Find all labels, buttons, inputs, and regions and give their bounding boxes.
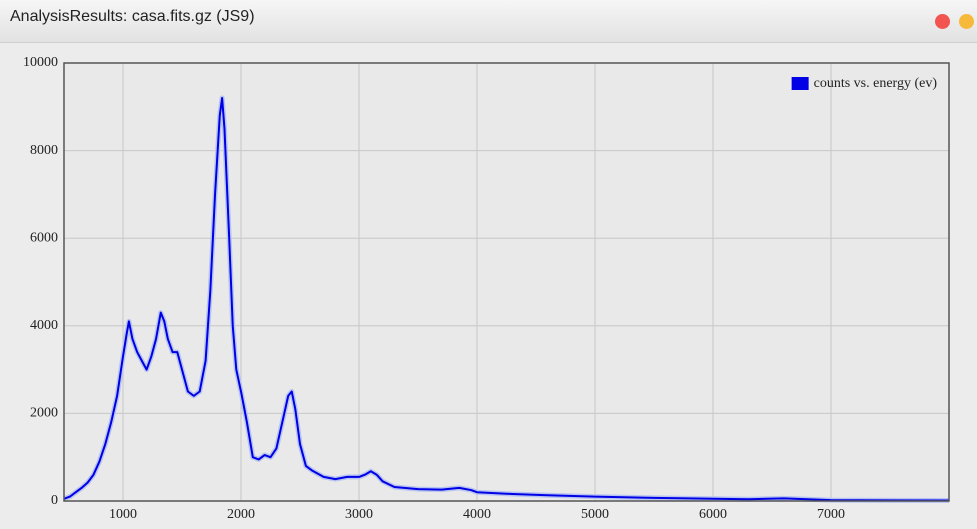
title-bar: AnalysisResults: casa.fits.gz (JS9) xyxy=(0,0,977,43)
window-title: AnalysisResults: casa.fits.gz (JS9) xyxy=(10,8,255,25)
y-tick-label: 6000 xyxy=(30,230,58,245)
close-button[interactable] xyxy=(935,14,950,29)
legend-label: counts vs. energy (ev) xyxy=(814,76,938,91)
y-tick-label: 10000 xyxy=(23,55,58,70)
x-tick-label: 6000 xyxy=(699,507,727,522)
plot-border xyxy=(63,62,950,502)
data-line xyxy=(63,97,950,502)
legend-swatch xyxy=(791,77,809,90)
y-tick-label: 0 xyxy=(51,493,58,508)
x-tick-label: 3000 xyxy=(345,507,373,522)
y-tick-label: 8000 xyxy=(30,143,58,158)
x-tick-label: 7000 xyxy=(817,507,845,522)
y-tick-label: 4000 xyxy=(30,318,58,333)
minimize-button[interactable] xyxy=(959,14,974,29)
x-tick-label: 4000 xyxy=(463,507,491,522)
plot-area xyxy=(64,63,949,501)
x-tick-label: 2000 xyxy=(227,507,255,522)
chart: 0 2000 4000 6000 8000 10000 1000 2000 3000 4000 50… xyxy=(23,55,950,522)
y-tick-label: 2000 xyxy=(30,406,58,421)
x-tick-label: 1000 xyxy=(109,507,137,522)
x-tick-label: 5000 xyxy=(581,507,609,522)
